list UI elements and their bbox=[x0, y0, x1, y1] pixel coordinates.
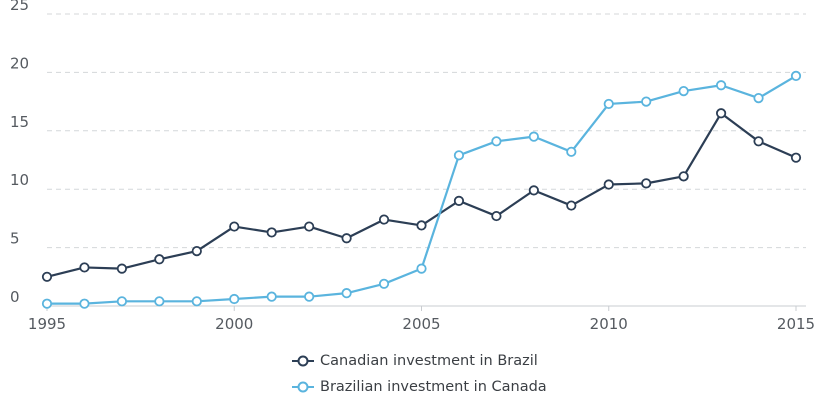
data-point-1-2001 bbox=[266, 291, 277, 302]
data-point-1-1995 bbox=[41, 298, 53, 309]
data-point-1-2000 bbox=[229, 293, 240, 305]
data-point-1-2009 bbox=[566, 146, 577, 157]
x-tick-label-2005: 2005 bbox=[402, 315, 440, 333]
data-point-0-2014 bbox=[753, 136, 764, 147]
data-point-1-2006 bbox=[453, 150, 465, 161]
data-point-0-2003 bbox=[341, 233, 352, 244]
y-tick-label-25: 25 bbox=[10, 0, 29, 14]
legend-marker-canadian-icon bbox=[292, 355, 314, 367]
data-point-1-1999 bbox=[191, 296, 202, 307]
legend-item-canadian-investment[interactable]: Canadian investment in Brazil bbox=[292, 348, 547, 374]
data-point-1-1997 bbox=[116, 296, 128, 307]
series-layer bbox=[41, 70, 802, 309]
data-point-1-2015 bbox=[790, 70, 802, 82]
x-tick-label-2010: 2010 bbox=[590, 315, 628, 333]
data-point-1-2007 bbox=[491, 136, 502, 147]
series-1 bbox=[41, 70, 802, 309]
data-point-1-1996 bbox=[79, 298, 90, 309]
data-point-1-2011 bbox=[641, 96, 652, 107]
data-point-0-1995 bbox=[41, 271, 53, 282]
data-point-0-2009 bbox=[566, 200, 577, 211]
data-point-0-2008 bbox=[528, 185, 539, 196]
y-tick-label-20: 20 bbox=[10, 54, 29, 72]
data-point-1-2004 bbox=[378, 278, 390, 289]
data-point-1-2003 bbox=[341, 288, 352, 299]
data-point-1-2014 bbox=[753, 92, 764, 104]
x-tick-label-2000: 2000 bbox=[215, 315, 253, 333]
data-point-0-1998 bbox=[154, 254, 165, 265]
legend-label-canadian: Canadian investment in Brazil bbox=[320, 353, 538, 369]
data-point-0-2010 bbox=[603, 179, 614, 190]
x-tick-label-2015: 2015 bbox=[777, 315, 815, 333]
data-point-0-2002 bbox=[304, 221, 315, 232]
data-point-1-2005 bbox=[416, 263, 427, 274]
data-point-1-2008 bbox=[528, 131, 539, 142]
data-point-1-2010 bbox=[603, 98, 614, 110]
data-point-0-2015 bbox=[790, 152, 802, 163]
legend-label-brazilian: Brazilian investment in Canada bbox=[320, 379, 547, 395]
y-tick-label-10: 10 bbox=[10, 171, 29, 189]
data-point-0-2005 bbox=[416, 220, 427, 231]
data-point-0-1997 bbox=[116, 263, 128, 274]
y-tick-label-5: 5 bbox=[10, 230, 20, 248]
data-point-0-2012 bbox=[678, 171, 689, 182]
data-point-1-2012 bbox=[678, 85, 689, 97]
y-tick-label-0: 0 bbox=[10, 288, 20, 306]
data-point-0-2007 bbox=[491, 210, 502, 222]
legend-dot-canadian bbox=[297, 355, 309, 367]
data-point-0-1996 bbox=[79, 262, 90, 273]
axis-layer: 0 5 10 15 20 25 1995 2000 2005 2010 2015 bbox=[10, 0, 815, 333]
y-tick-label-15: 15 bbox=[10, 113, 29, 131]
data-point-0-2004 bbox=[378, 214, 390, 225]
legend-dot-brazilian bbox=[297, 381, 309, 393]
legend-item-brazilian-investment[interactable]: Brazilian investment in Canada bbox=[292, 374, 547, 400]
data-point-1-2013 bbox=[715, 80, 727, 91]
data-point-0-2006 bbox=[453, 195, 465, 206]
data-point-1-1998 bbox=[154, 296, 165, 307]
grid-layer bbox=[47, 13, 806, 307]
data-point-1-2002 bbox=[304, 291, 315, 302]
chart-legend: Canadian investment in Brazil Brazilian … bbox=[292, 348, 547, 400]
data-point-0-2001 bbox=[266, 227, 277, 238]
data-point-0-2000 bbox=[229, 221, 240, 232]
data-point-0-2011 bbox=[641, 178, 652, 189]
series-line-0 bbox=[46, 112, 797, 278]
series-0 bbox=[41, 108, 802, 282]
data-point-0-1999 bbox=[191, 246, 202, 257]
legend-marker-brazilian-icon bbox=[292, 381, 314, 393]
data-point-0-2013 bbox=[715, 108, 727, 119]
x-tick-label-1995: 1995 bbox=[28, 315, 66, 333]
line-chart: 0 5 10 15 20 25 1995 2000 2005 2010 2015 bbox=[10, 0, 815, 333]
